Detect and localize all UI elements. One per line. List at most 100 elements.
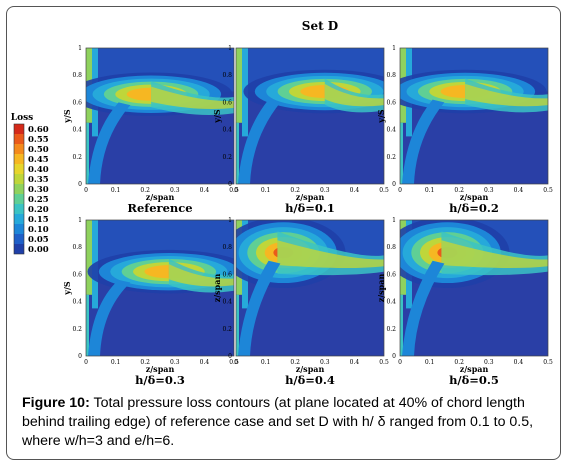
x-tick-label: 0.2 bbox=[290, 359, 300, 366]
y-tick-label: 1 bbox=[78, 45, 82, 52]
y-tick-label: 0.2 bbox=[386, 326, 396, 333]
colorbar-swatch bbox=[14, 174, 24, 184]
colorbar-tick-label: 0.15 bbox=[28, 215, 49, 225]
x-tick-label: 0.3 bbox=[170, 187, 180, 194]
contour-field bbox=[236, 48, 384, 184]
colorbar-swatch bbox=[14, 194, 24, 204]
x-tick-label: 0.5 bbox=[229, 187, 239, 194]
x-axis-label: z/span bbox=[296, 364, 325, 374]
colorbar-tick-label: 0.40 bbox=[28, 165, 49, 175]
x-tick-label: 0.4 bbox=[200, 187, 210, 194]
x-tick-label: 0.5 bbox=[543, 187, 553, 194]
y-tick-label: 0.8 bbox=[222, 244, 232, 251]
contour-field bbox=[400, 48, 548, 184]
contour-field bbox=[400, 220, 548, 356]
x-tick-label: 0.4 bbox=[514, 359, 524, 366]
y-tick-label: 0 bbox=[228, 353, 232, 360]
colorbar-swatch bbox=[14, 234, 24, 244]
x-tick-label: 0.5 bbox=[379, 187, 389, 194]
colorbar-swatch bbox=[14, 134, 24, 144]
y-axis-label: z/span bbox=[212, 274, 222, 303]
y-tick-label: 0.6 bbox=[222, 99, 232, 106]
y-tick-label: 1 bbox=[392, 45, 396, 52]
caption-text: Total pressure loss contours (at plane l… bbox=[22, 395, 534, 449]
colorbar-legend: Loss 0.600.550.500.450.400.350.300.250.20… bbox=[11, 113, 49, 255]
x-tick-label: 0.4 bbox=[350, 359, 360, 366]
panel-title: h/δ=0.1 bbox=[285, 201, 335, 215]
x-tick-label: 0.1 bbox=[261, 359, 271, 366]
x-axis-label: z/span bbox=[146, 364, 175, 374]
y-tick-label: 0.2 bbox=[386, 154, 396, 161]
y-tick-label: 0.4 bbox=[386, 299, 396, 306]
x-tick-label: 0.3 bbox=[170, 359, 180, 366]
x-axis-label: z/span bbox=[460, 364, 489, 374]
y-axis-label: y/S bbox=[62, 281, 72, 296]
y-tick-label: 0.6 bbox=[222, 271, 232, 278]
y-tick-label: 0.8 bbox=[72, 72, 82, 79]
y-tick-label: 0.8 bbox=[386, 244, 396, 251]
contour-panel: 0 0.1 0.2 0.3 0.4 0.500.20.40.60.81z/spany/Sh… bbox=[212, 45, 389, 215]
x-tick-label: 0.2 bbox=[454, 187, 464, 194]
y-tick-label: 1 bbox=[228, 45, 232, 52]
panel-title: h/δ=0.4 bbox=[285, 373, 335, 387]
x-axis-label: z/span bbox=[460, 192, 489, 202]
y-axis-label: y/S bbox=[62, 109, 72, 124]
y-tick-label: 0.4 bbox=[386, 127, 396, 134]
colorbar-swatch bbox=[14, 214, 24, 224]
y-tick-label: 0.8 bbox=[72, 244, 82, 251]
y-tick-label: 0.6 bbox=[386, 271, 396, 278]
y-tick-label: 0.6 bbox=[72, 271, 82, 278]
colorbar-swatch bbox=[14, 224, 24, 234]
x-tick-label: 0.5 bbox=[229, 359, 239, 366]
colorbar-title: Loss bbox=[11, 113, 33, 123]
contour-field bbox=[86, 48, 234, 184]
x-tick-label: 0.4 bbox=[200, 359, 210, 366]
y-tick-label: 0.8 bbox=[386, 72, 396, 79]
y-axis-label: z/span bbox=[376, 274, 386, 303]
contour-panel: 0 0.1 0.2 0.3 0.4 0.500.20.40.60.81z/spany/Sh… bbox=[376, 45, 553, 215]
panel-title: Reference bbox=[127, 201, 192, 215]
colorbar-swatch bbox=[14, 244, 24, 254]
contour-panel: 0 0.1 0.2 0.3 0.4 0.500.20.40.60.81z/spany/Sh… bbox=[62, 217, 239, 387]
y-tick-label: 0.4 bbox=[222, 299, 232, 306]
panel-title: h/δ=0.3 bbox=[135, 373, 185, 387]
colorbar-tick-label: 0.05 bbox=[28, 235, 49, 245]
x-tick-label: 0 bbox=[398, 359, 402, 366]
colorbar-tick-label: 0.30 bbox=[28, 185, 49, 195]
y-tick-label: 0.2 bbox=[222, 154, 232, 161]
x-tick-label: 0.1 bbox=[425, 359, 435, 366]
x-axis-label: z/span bbox=[296, 192, 325, 202]
x-tick-label: 0.2 bbox=[454, 359, 464, 366]
colorbar-swatch bbox=[14, 154, 24, 164]
colorbar-tick-label: 0.25 bbox=[28, 195, 49, 205]
x-tick-label: 0.1 bbox=[261, 187, 271, 194]
x-tick-label: 0.2 bbox=[290, 187, 300, 194]
colorbar-tick-label: 0.00 bbox=[28, 245, 49, 255]
y-tick-label: 0 bbox=[78, 181, 82, 188]
y-tick-label: 0.2 bbox=[72, 154, 82, 161]
colorbar-swatch bbox=[14, 144, 24, 154]
y-axis-label: y/S bbox=[376, 109, 386, 124]
x-tick-label: 0.5 bbox=[379, 359, 389, 366]
colorbar-swatch bbox=[14, 204, 24, 214]
x-tick-label: 0.2 bbox=[140, 187, 150, 194]
y-tick-label: 0 bbox=[78, 353, 82, 360]
colorbar-tick-label: 0.50 bbox=[28, 145, 49, 155]
contour-field bbox=[86, 220, 234, 356]
y-tick-label: 0 bbox=[392, 353, 396, 360]
set-title: Set D bbox=[302, 19, 338, 33]
panel-title: h/δ=0.2 bbox=[449, 201, 499, 215]
y-tick-label: 0 bbox=[228, 181, 232, 188]
x-tick-label: 0.5 bbox=[543, 359, 553, 366]
x-tick-label: 0.3 bbox=[320, 187, 330, 194]
x-tick-label: 0 bbox=[84, 187, 88, 194]
y-tick-label: 0.2 bbox=[72, 326, 82, 333]
x-tick-label: 0 bbox=[398, 187, 402, 194]
x-tick-label: 0.3 bbox=[484, 187, 494, 194]
y-tick-label: 0.4 bbox=[222, 127, 232, 134]
x-tick-label: 0.3 bbox=[484, 359, 494, 366]
contour-field bbox=[236, 220, 384, 356]
colorbar-tick-label: 0.20 bbox=[28, 205, 49, 215]
colorbar-swatch bbox=[14, 124, 24, 134]
